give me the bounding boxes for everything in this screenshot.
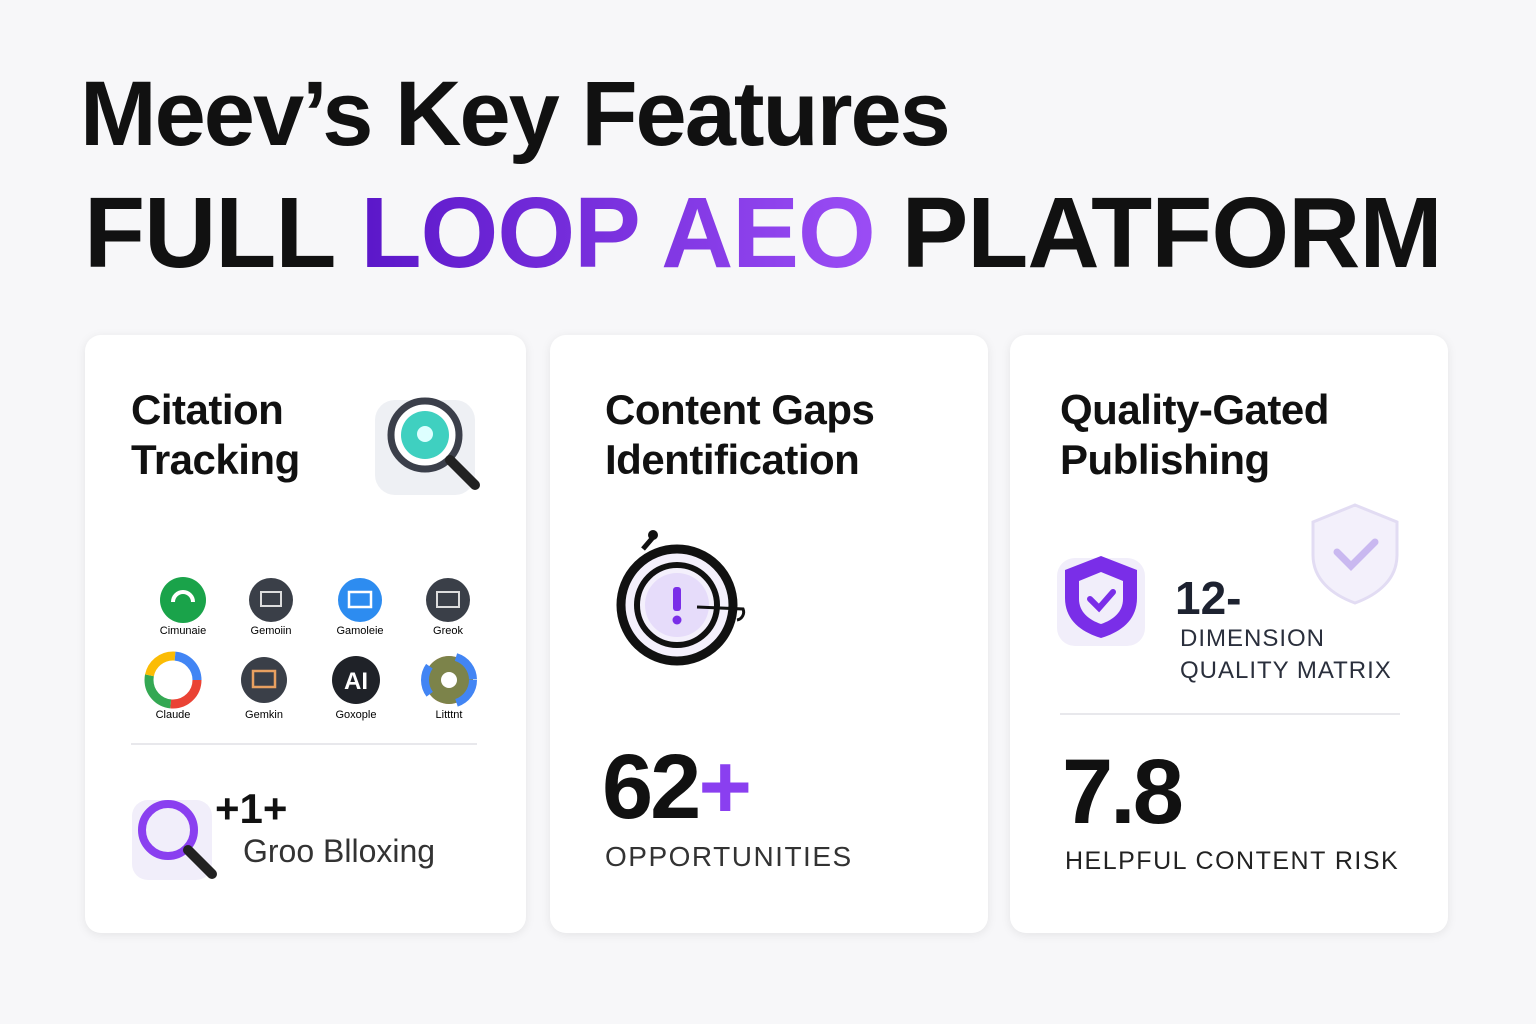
card-title: Quality-Gated Publishing xyxy=(1060,385,1329,485)
badge-label: DIMENSION QUALITY MATRIX xyxy=(1180,623,1392,687)
logo-label: Cimunaie xyxy=(160,625,206,637)
stat: 62+ xyxy=(602,735,752,840)
stat-label: Groo Blloxing xyxy=(243,833,436,869)
page-title: Meev’s Key Features xyxy=(80,63,951,165)
logo-grid: AI Cimunaie Gemoiin Gamoleie Greok Claude Gem… xyxy=(144,577,477,721)
shield-icon xyxy=(1311,503,1399,605)
logo-label: Gemoiin xyxy=(251,625,292,637)
title-line: Identification xyxy=(605,436,860,483)
card-title: Content Gaps Identification xyxy=(605,385,875,485)
divider xyxy=(131,743,477,745)
subtitle-accent: LOOP AEO xyxy=(360,177,875,289)
title-line: Content Gaps xyxy=(605,386,875,433)
logo-label: Greok xyxy=(433,625,463,637)
subtitle-end: PLATFORM xyxy=(901,177,1443,289)
stat-value: 62 xyxy=(602,736,701,838)
stat-suffix: + xyxy=(698,736,752,838)
badge-stat: 12- xyxy=(1175,572,1242,624)
logo-label: Litttnt xyxy=(436,709,463,721)
stat-label: OPPORTUNITIES xyxy=(605,841,853,872)
feature-card: Quality-Gated Publishing 12- DIMENSION Q… xyxy=(1010,335,1448,933)
title-line: Tracking xyxy=(131,436,300,483)
feature-card: Citation Tracking AI Cimunaie Gemoiin Gamo… xyxy=(85,335,526,933)
subtitle-start: FULL xyxy=(84,177,335,289)
title-line: Publishing xyxy=(1060,436,1270,483)
gap-icon xyxy=(616,530,746,666)
logo-label: Gemkin xyxy=(245,709,283,721)
title-line: Citation xyxy=(131,386,284,433)
title-line: Quality-Gated xyxy=(1060,386,1329,433)
svg-text:AI: AI xyxy=(344,668,368,695)
search-icon xyxy=(375,397,480,495)
logo-label: Goxople xyxy=(336,709,377,721)
page-subtitle: FULL LOOP AEO PLATFORM xyxy=(84,176,1443,291)
stat: +1+ xyxy=(215,785,288,832)
shield-icon xyxy=(1057,556,1145,646)
search-icon xyxy=(132,800,217,880)
logo-label: Claude xyxy=(156,709,191,721)
stat-label: HELPFUL CONTENT RISK xyxy=(1065,847,1400,875)
card-title: Citation Tracking xyxy=(131,385,300,485)
logo-label: Gamoleie xyxy=(336,625,383,637)
label-line: DIMENSION xyxy=(1180,625,1326,652)
stat: 7.8 xyxy=(1062,741,1184,843)
divider xyxy=(1060,713,1400,715)
label-line: QUALITY MATRIX xyxy=(1180,657,1392,684)
feature-card: Content Gaps Identification 62+ OPPORTUN… xyxy=(550,335,988,933)
